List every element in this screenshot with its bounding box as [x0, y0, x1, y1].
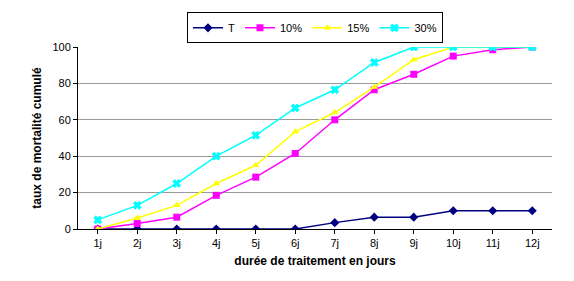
svg-text:20: 20: [59, 186, 71, 198]
svg-text:9j: 9j: [409, 237, 418, 249]
svg-text:6j: 6j: [291, 237, 300, 249]
svg-text:taux de mortalité cumulé: taux de mortalité cumulé: [30, 67, 44, 209]
svg-text:4j: 4j: [212, 237, 221, 249]
svg-text:10j: 10j: [446, 237, 461, 249]
svg-text:3j: 3j: [172, 237, 181, 249]
svg-text:60: 60: [59, 114, 71, 126]
svg-text:0: 0: [65, 223, 71, 235]
svg-text:30%: 30%: [414, 22, 436, 34]
svg-text:1j: 1j: [93, 237, 102, 249]
svg-text:2j: 2j: [133, 237, 142, 249]
svg-text:15%: 15%: [347, 22, 369, 34]
svg-text:T: T: [228, 22, 235, 34]
svg-text:durée de traitement en jours: durée de traitement en jours: [234, 254, 396, 268]
svg-text:5j: 5j: [251, 237, 260, 249]
svg-text:100: 100: [52, 41, 70, 53]
svg-text:80: 80: [59, 77, 71, 89]
svg-text:7j: 7j: [330, 237, 339, 249]
svg-text:10%: 10%: [280, 22, 302, 34]
svg-text:11j: 11j: [486, 237, 500, 249]
svg-text:8j: 8j: [370, 237, 379, 249]
svg-text:12j: 12j: [525, 237, 540, 249]
svg-text:40: 40: [59, 150, 71, 162]
